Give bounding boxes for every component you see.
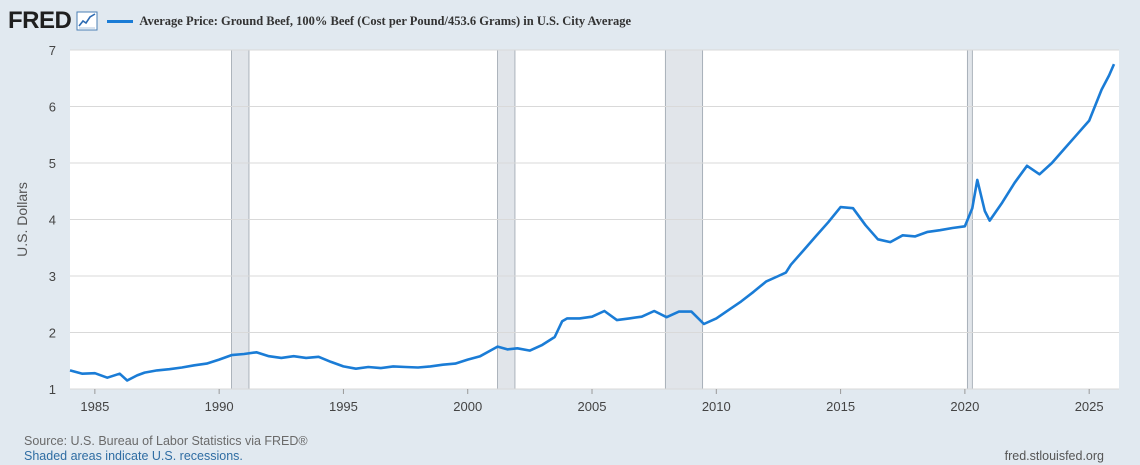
y-tick-label: 1 (49, 382, 56, 397)
y-tick-label: 6 (49, 100, 56, 115)
legend-swatch (107, 19, 134, 23)
source-note: Source: U.S. Bureau of Labor Statistics … (24, 434, 308, 448)
fred-url-link[interactable]: fred.stlouisfed.org (1004, 449, 1104, 463)
recession-note[interactable]: Shaded areas indicate U.S. recessions. (24, 449, 243, 463)
y-tick-label: 7 (49, 43, 56, 58)
y-tick-label: 4 (49, 213, 56, 228)
x-tick-label: 2005 (578, 399, 607, 414)
x-tick-label: 1995 (329, 399, 358, 414)
x-tick-label: 2000 (453, 399, 482, 414)
chart-trend-icon (76, 11, 98, 31)
x-tick-label: 2015 (826, 399, 855, 414)
x-tick-label: 1990 (205, 399, 234, 414)
y-axis-label: U.S. Dollars (14, 182, 30, 257)
x-tick-label: 2010 (702, 399, 731, 414)
y-tick-label: 3 (49, 269, 56, 284)
y-tick-label: 5 (49, 156, 56, 171)
gridlines (70, 49, 1119, 390)
x-tick-label: 2020 (950, 399, 979, 414)
x-tick-label: 2025 (1075, 399, 1104, 414)
chart-header: FRED Average Price: Ground Beef, 100% Be… (8, 6, 1128, 36)
legend-series-label: Average Price: Ground Beef, 100% Beef (C… (139, 13, 632, 28)
series-line (69, 63, 1116, 382)
x-tick-label: 1985 (80, 399, 109, 414)
y-axis-ticks: 1 2 3 4 5 6 7 (49, 43, 56, 397)
fred-logo[interactable]: FRED (8, 7, 72, 34)
x-axis-ticks: 1985 1990 1995 2000 2005 2010 2015 2020 2025 (80, 389, 1104, 414)
y-tick-label: 2 (49, 326, 56, 341)
